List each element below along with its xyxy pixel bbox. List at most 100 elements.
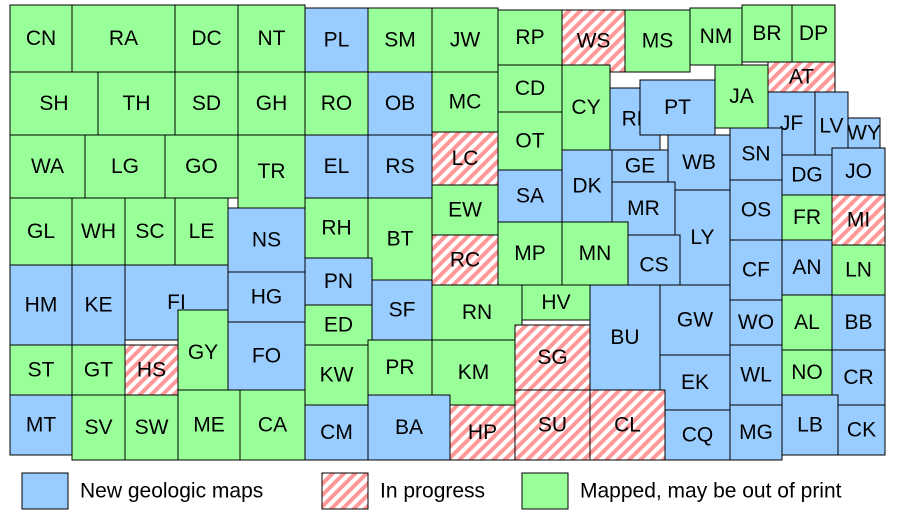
county: LC — [431, 131, 499, 186]
county-shape — [9, 4, 73, 73]
county-shape — [304, 197, 369, 259]
county: MS — [624, 9, 691, 73]
county: RH — [304, 197, 369, 259]
county-shape — [304, 134, 369, 199]
county-shape — [71, 344, 126, 396]
county-label: RP — [515, 26, 544, 49]
county-label: GH — [256, 92, 288, 115]
county: KE — [71, 264, 126, 346]
county-label: DK — [572, 175, 601, 198]
county-label: CD — [515, 77, 545, 100]
county-shape — [674, 189, 731, 286]
county-label: DG — [791, 164, 823, 187]
county: RN — [431, 284, 523, 341]
county: GH — [237, 71, 306, 136]
county-label: AT — [789, 66, 814, 89]
county-label: WS — [577, 30, 611, 53]
county: FO — [227, 321, 306, 391]
county-label: CM — [320, 421, 353, 444]
county-label: KE — [84, 294, 112, 317]
county-label: GW — [677, 309, 713, 332]
county-shape — [561, 221, 629, 286]
county-shape — [367, 71, 433, 136]
county-label: TH — [123, 92, 151, 115]
county-label: RC — [450, 249, 480, 272]
county: NM — [689, 7, 743, 66]
county: NO — [781, 349, 833, 396]
county-label: HG — [251, 286, 283, 309]
county: CR — [831, 349, 886, 406]
county-label: NS — [252, 229, 281, 252]
county: BB — [831, 294, 886, 351]
county-shape — [497, 221, 563, 286]
county-shape — [71, 264, 126, 346]
county-shape — [431, 284, 523, 341]
county: NS — [227, 207, 306, 273]
county: GO — [164, 134, 239, 199]
county: GW — [659, 284, 731, 356]
county-shape — [561, 149, 613, 223]
county: AT — [767, 61, 836, 93]
county: GT — [71, 344, 126, 396]
county: RA — [71, 4, 176, 73]
county-label: SV — [84, 416, 112, 439]
county-shape — [9, 264, 73, 346]
county-shape — [174, 4, 239, 73]
county-label: SA — [516, 185, 544, 208]
county-label: MT — [26, 414, 56, 437]
county: AN — [781, 239, 833, 296]
county-label: CK — [847, 419, 876, 442]
county-label: DC — [191, 27, 221, 50]
county: SM — [367, 7, 433, 73]
county-shape — [367, 134, 433, 199]
county: SG — [514, 324, 591, 391]
county-label: ME — [193, 414, 225, 437]
county: CM — [304, 404, 369, 461]
county: GE — [611, 149, 669, 183]
county: GL — [9, 197, 73, 266]
county: CD — [497, 64, 563, 113]
county-label: HS — [137, 359, 166, 382]
county: OB — [367, 71, 433, 136]
county-label: KW — [320, 364, 354, 387]
county-label: PL — [324, 29, 350, 52]
county-label: LY — [690, 226, 714, 249]
county: HM — [9, 264, 73, 346]
county-label: LE — [189, 220, 215, 243]
county: DP — [791, 4, 836, 63]
county-shape — [237, 71, 306, 136]
county-label: BR — [752, 22, 781, 45]
county-shape — [624, 9, 691, 73]
county: BU — [589, 284, 661, 391]
county: SC — [124, 197, 176, 266]
county: ME — [177, 389, 241, 461]
county-label: EK — [681, 371, 709, 394]
county: SH — [9, 71, 99, 136]
county-label: SC — [135, 220, 164, 243]
county-label: MP — [514, 242, 546, 265]
county-label: FO — [252, 345, 281, 368]
county-shape — [449, 404, 516, 461]
county-shape — [831, 194, 886, 246]
county-shape — [589, 389, 666, 461]
county-label: CF — [742, 259, 770, 282]
county: LB — [781, 394, 839, 456]
county-label: GY — [188, 341, 218, 364]
county-label: LG — [111, 155, 139, 178]
county-label: WO — [738, 311, 774, 334]
county-shape — [729, 344, 783, 406]
county-shape — [9, 134, 86, 199]
county-shape — [497, 64, 563, 113]
county-shape — [174, 71, 239, 136]
county-label: SW — [135, 416, 169, 439]
county-label: SG — [537, 346, 567, 369]
county-label: GT — [84, 359, 113, 382]
county: WS — [561, 9, 626, 73]
county: CA — [239, 389, 306, 461]
county-label: RN — [462, 301, 492, 324]
county-label: GO — [185, 155, 218, 178]
county: SW — [124, 394, 179, 461]
county-shape — [124, 344, 179, 396]
county-shape — [367, 197, 433, 281]
county-label: SM — [384, 29, 416, 52]
